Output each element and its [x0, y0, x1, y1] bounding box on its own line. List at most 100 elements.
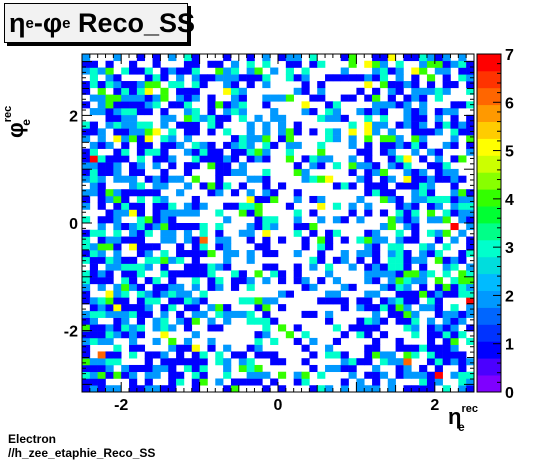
heatmap-cell [176, 351, 185, 359]
heatmap-cell [168, 209, 177, 217]
heatmap-cell [293, 209, 302, 217]
heatmap-cell [411, 331, 420, 339]
heatmap-cell [89, 297, 98, 305]
heatmap-cell [168, 155, 177, 163]
heatmap-cell [411, 209, 420, 217]
heatmap-cell [254, 378, 263, 386]
heatmap-cell [293, 74, 302, 82]
heatmap-cell [168, 229, 177, 237]
heatmap-cell [246, 141, 255, 149]
heatmap-cell [121, 310, 130, 318]
heatmap-cell [301, 310, 310, 318]
heatmap-cell [301, 344, 310, 352]
z-tick-label: 5 [505, 144, 514, 161]
heatmap-cell [207, 283, 216, 291]
heatmap-cell [262, 189, 271, 197]
heatmap-cell [183, 128, 193, 136]
heatmap-cell [442, 216, 451, 224]
heatmap-cell [160, 358, 169, 366]
heatmap-cell [301, 155, 310, 163]
color-scale-band [477, 223, 501, 241]
heatmap-cell [309, 175, 318, 183]
color-scale-band [477, 341, 501, 359]
heatmap-cell [160, 331, 169, 339]
heatmap-cell [379, 331, 389, 339]
heatmap-cell [113, 256, 122, 264]
heatmap-cell [262, 324, 271, 332]
heatmap-cell [152, 371, 161, 379]
heatmap-cell [82, 317, 91, 325]
heatmap-cell [419, 364, 428, 373]
heatmap-cell [411, 114, 420, 122]
heatmap-cell [356, 317, 365, 325]
heatmap-cell [199, 229, 208, 237]
color-scale-band [477, 70, 501, 89]
heatmap-cell [113, 148, 122, 156]
heatmap-cell [113, 385, 122, 393]
heatmap-cell [136, 250, 146, 258]
heatmap-cell [176, 297, 185, 305]
heatmap-cell [356, 385, 365, 393]
heatmap-cell [113, 87, 122, 95]
heatmap-cell [199, 155, 208, 163]
heatmap-cell [207, 277, 216, 285]
heatmap-cell [403, 81, 412, 89]
color-scale-band [477, 87, 501, 106]
heatmap-cell [372, 351, 381, 359]
heatmap-cell [246, 135, 255, 143]
heatmap-cell [136, 236, 146, 244]
heatmap-cell [270, 195, 279, 204]
heatmap-cell [254, 216, 263, 224]
heatmap-cell [136, 209, 146, 217]
heatmap-cell [301, 175, 310, 183]
heatmap-cell [89, 358, 98, 366]
heatmap-cell [372, 337, 381, 345]
heatmap-cell [278, 236, 287, 244]
heatmap-cell [372, 270, 381, 278]
heatmap-cell [144, 385, 153, 393]
heatmap-cell [129, 229, 138, 237]
heatmap-cell [129, 277, 138, 285]
heatmap-cell [411, 175, 420, 183]
heatmap-cell [364, 209, 373, 217]
heatmap-cell [332, 128, 342, 136]
heatmap-cell [372, 229, 381, 237]
heatmap-cell [442, 60, 451, 68]
heatmap-cell [372, 236, 381, 244]
heatmap-cell [458, 371, 467, 379]
heatmap-cell [442, 54, 451, 62]
heatmap-cell [144, 121, 153, 129]
heatmap-cell [215, 67, 224, 75]
heatmap-cell [340, 67, 349, 75]
heatmap-cell [458, 317, 467, 325]
heatmap-cell [230, 87, 240, 95]
heatmap-cell [136, 189, 146, 197]
heatmap-cell [403, 297, 412, 305]
heatmap-cell [278, 128, 287, 136]
heatmap-cell [144, 216, 153, 224]
heatmap-cell [434, 371, 443, 379]
heatmap-cell [223, 128, 232, 136]
heatmap-cell [97, 277, 106, 285]
heatmap-cell [434, 344, 443, 352]
heatmap-cell [434, 121, 443, 129]
heatmap-cell [450, 128, 459, 136]
heatmap-cell [403, 310, 412, 318]
heatmap-cell [348, 162, 357, 170]
heatmap-cell [82, 67, 91, 75]
heatmap-cell [403, 277, 412, 285]
heatmap-cell [450, 351, 459, 359]
heatmap-cell [403, 121, 412, 129]
heatmap-cell [387, 54, 396, 62]
heatmap-cell [207, 108, 216, 116]
heatmap-cell [97, 67, 106, 75]
heatmap-cell [403, 236, 412, 244]
heatmap-cell [317, 371, 326, 379]
heatmap-cell [215, 229, 224, 237]
heatmap-cell [356, 175, 365, 183]
heatmap-cell [364, 385, 373, 393]
heatmap-cell [238, 378, 247, 386]
heatmap-cell [254, 331, 263, 339]
heatmap-cell [270, 223, 279, 231]
heatmap-cell [356, 108, 365, 116]
